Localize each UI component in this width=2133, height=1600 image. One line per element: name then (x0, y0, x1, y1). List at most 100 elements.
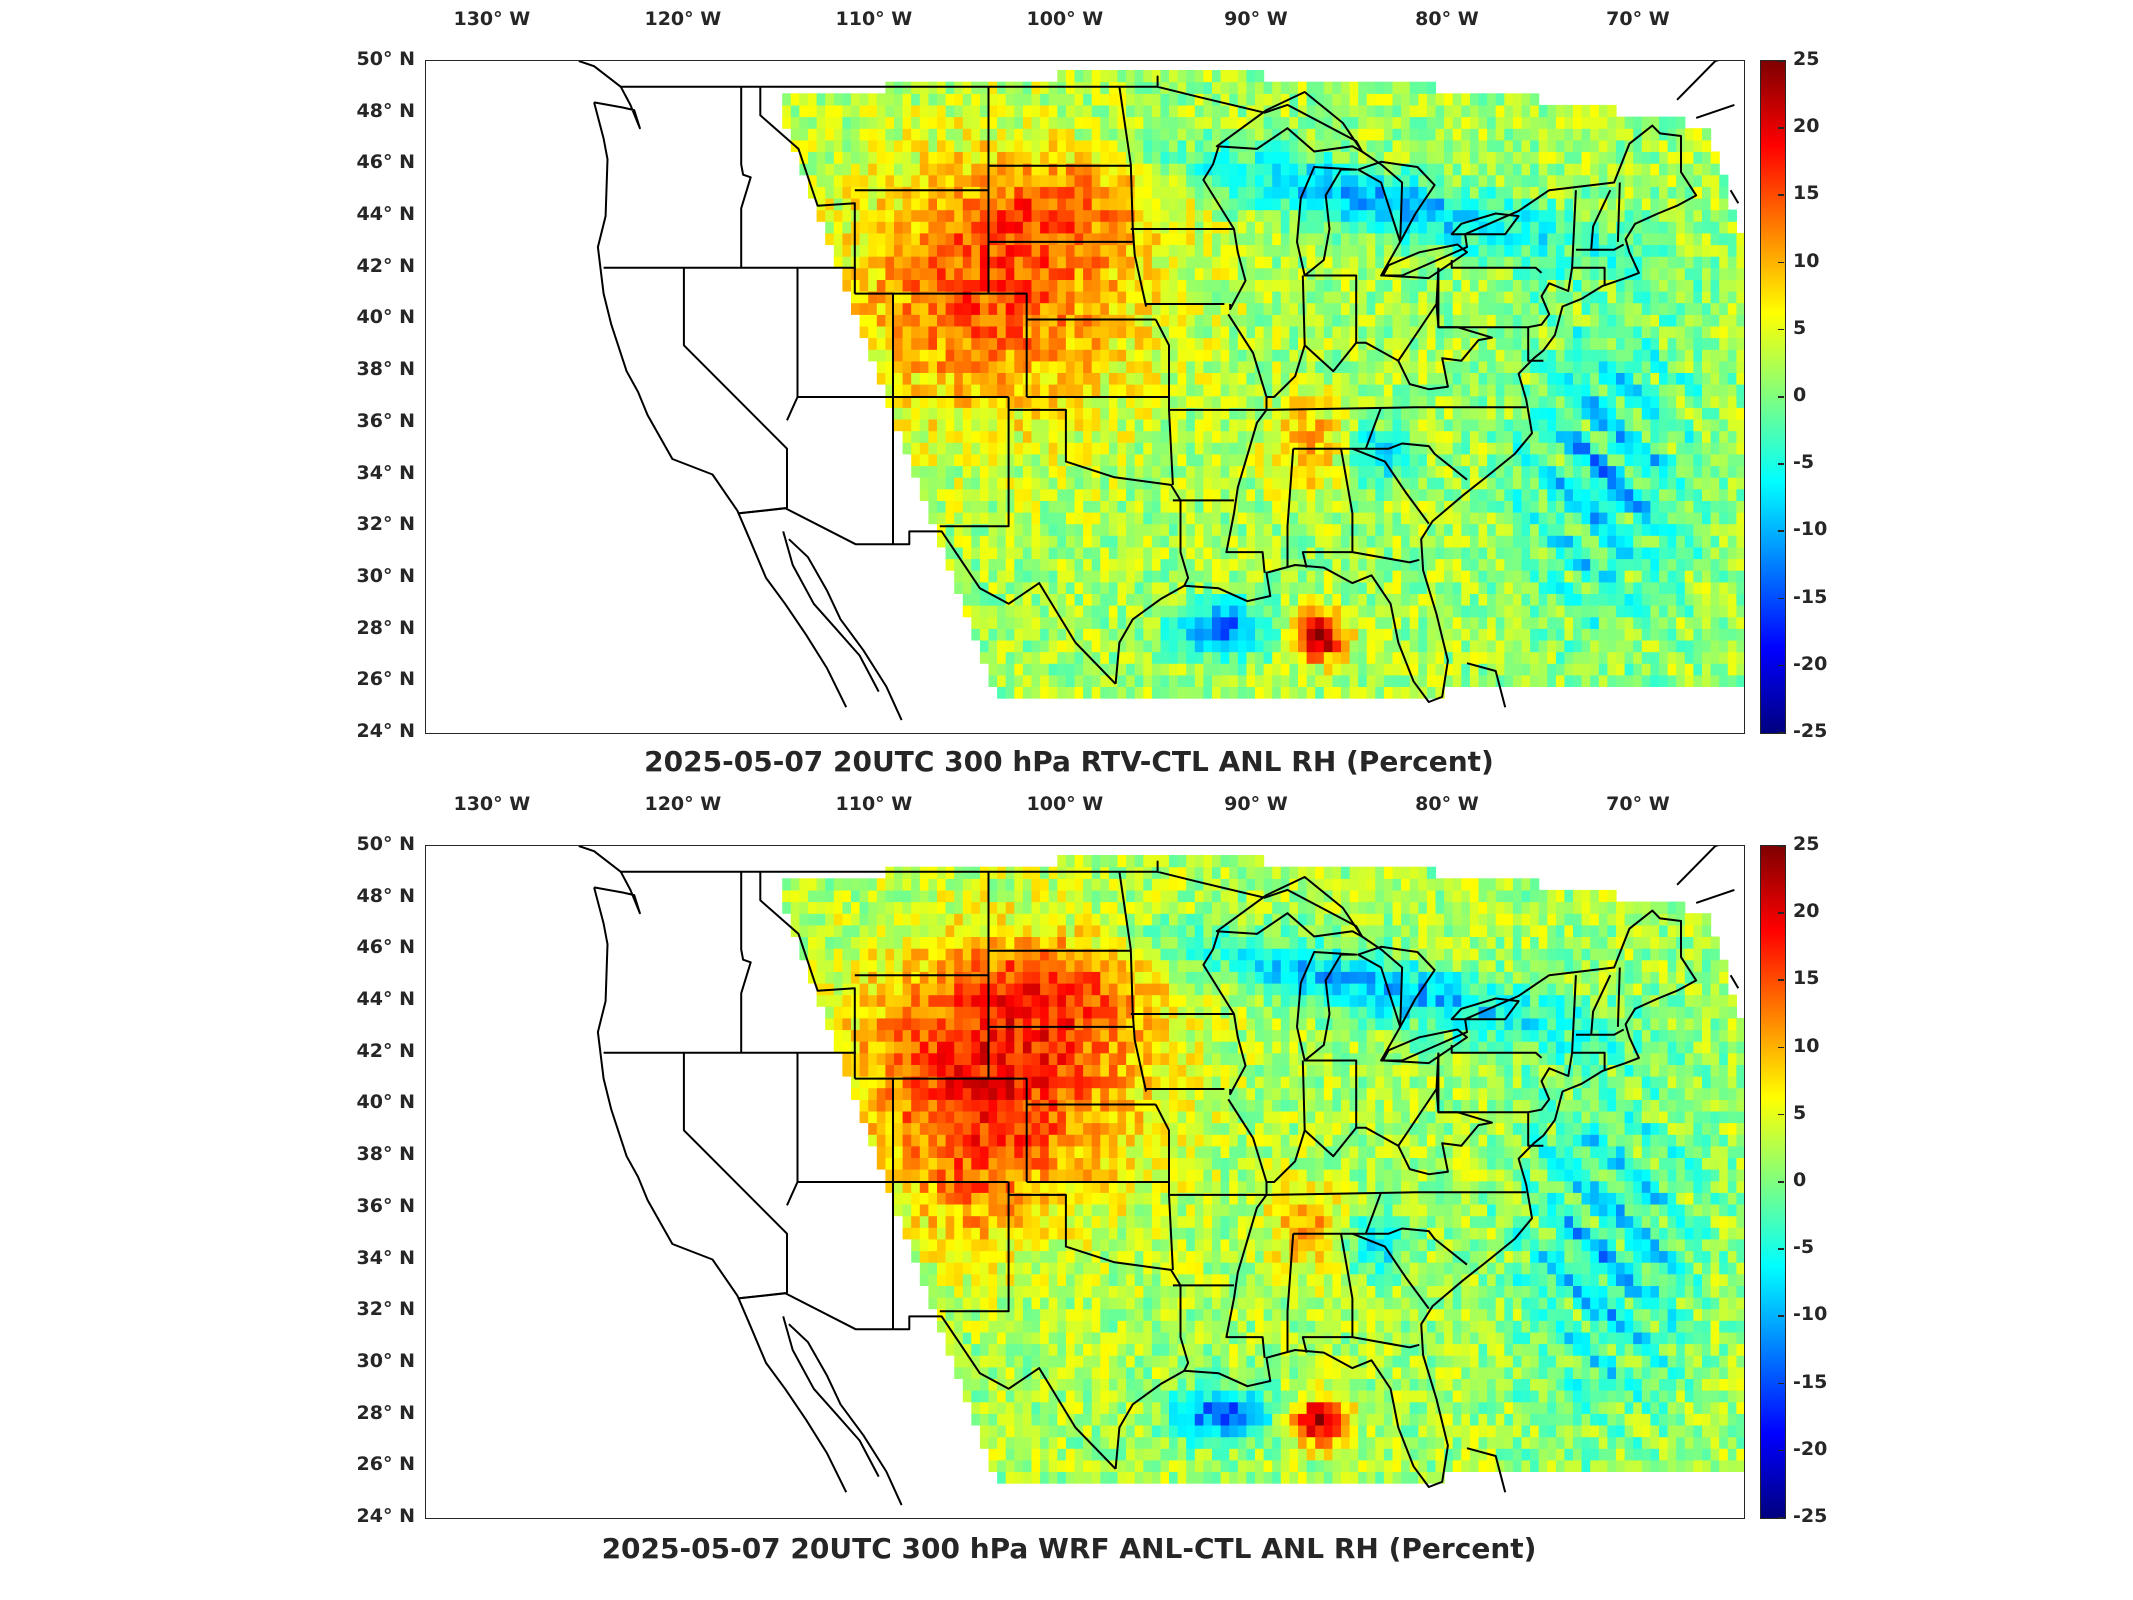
coastline (593, 75, 1698, 703)
lake-outline (1450, 212, 1520, 236)
longitude-tick-label: 110° W (835, 8, 913, 30)
latitude-tick-label: 50° N (356, 48, 415, 70)
longitude-tick-label: 70° W (1606, 793, 1670, 815)
latitude-tick-label: 24° N (356, 720, 415, 742)
state-border (740, 871, 752, 1053)
colorbar-tick-mark (1778, 396, 1784, 398)
country-border (739, 1292, 788, 1300)
boundaries (578, 846, 1740, 1506)
lake-outline (1296, 951, 1358, 1062)
colorbar-tick-label: -10 (1793, 1303, 1828, 1326)
state-border (1450, 260, 1543, 274)
latitude-tick-label: 44° N (356, 203, 415, 226)
latitude-tick-label: 38° N (356, 1143, 415, 1166)
state-border (939, 397, 1010, 528)
colorbar-tick-label: -15 (1793, 1370, 1828, 1393)
latitude-tick-label: 40° N (356, 1091, 415, 1114)
latitude-tick-label: 34° N (356, 461, 415, 484)
state-border (939, 1182, 1010, 1313)
state-border (1437, 975, 1577, 1114)
longitude-tick-label: 70° W (1606, 8, 1670, 30)
coastline (1676, 61, 1720, 101)
colorbar-tick-label: -5 (1793, 451, 1815, 474)
state-border (1266, 406, 1527, 411)
latitude-tick-label: 34° N (356, 1246, 415, 1269)
colorbar-tick-mark (1778, 732, 1784, 734)
state-border (786, 267, 799, 421)
colorbar-tick-mark (1778, 979, 1784, 981)
latitude-tick-label: 28° N (356, 1401, 415, 1424)
colorbar-tick-mark (1778, 530, 1784, 532)
colorbar-tick-label: -25 (1793, 1505, 1828, 1527)
coastline (1466, 1447, 1507, 1493)
colorbar-tick-label: 25 (1793, 48, 1820, 70)
colorbar-tick-mark (1778, 664, 1784, 667)
colorbar-tick-mark (1778, 194, 1784, 196)
coastline (782, 1316, 880, 1478)
map-panel-rtv: 130° W 120° W 110° W 100° W 90° W 80° W 70° W 5… (0, 0, 2133, 790)
country-border (739, 507, 1117, 685)
colorbar-tick-mark (1778, 1113, 1784, 1116)
colorbar-tick-mark (1778, 1517, 1784, 1519)
latitude-tick-label: 42° N (356, 1039, 415, 1062)
state-border (1575, 243, 1625, 251)
latitude-tick-label: 46° N (356, 936, 415, 959)
colorbar-tick-label: 25 (1793, 833, 1820, 855)
lake-outline (1382, 1028, 1468, 1065)
colorbar-tick-mark (1778, 912, 1784, 914)
latitude-tick-label: 32° N (356, 513, 415, 536)
state-border (1304, 342, 1357, 373)
colorbar-tick-label: 10 (1793, 1034, 1820, 1057)
colorbar-tick-mark (1778, 127, 1784, 129)
latitude-tick-label: 48° N (356, 99, 415, 122)
state-border (1225, 1098, 1268, 1358)
state-border (1364, 406, 1383, 450)
panel-title: 2025-05-07 20UTC 300 hPa WRF ANL-CTL ANL… (601, 1532, 1537, 1565)
state-border (1616, 182, 1621, 242)
state-border (682, 1052, 788, 1294)
latitude-tick-label: 30° N (356, 1349, 415, 1372)
coastline (788, 1323, 903, 1506)
state-border (1202, 145, 1247, 311)
colorbar-tick-label: 20 (1793, 900, 1820, 923)
state-border (1437, 190, 1577, 329)
panel-title: 2025-05-07 20UTC 300 hPa RTV-CTL ANL RH … (644, 745, 1494, 778)
colorbar-tick-mark (1778, 1315, 1784, 1317)
coastline (1729, 189, 1740, 204)
latitude-tick-label: 36° N (356, 409, 415, 432)
colorbar-tick-label: 0 (1793, 384, 1807, 406)
state-border (1154, 1104, 1174, 1270)
colorbar-tick-mark (1778, 845, 1784, 847)
state-border (1352, 551, 1420, 564)
map-panel-wrf: 130° W 120° W 110° W 100° W 90° W 80° W 70° W 5… (0, 790, 2133, 1600)
colorbar-tick-label: -15 (1793, 585, 1828, 608)
state-border (1202, 930, 1247, 1096)
state-border (1225, 313, 1268, 573)
state-border (1008, 1193, 1190, 1372)
coastline (578, 61, 622, 88)
map-plot-area (425, 60, 1745, 734)
colorbar-tick-mark (1778, 1181, 1784, 1183)
state-border (1527, 1112, 1544, 1147)
boundaries (578, 61, 1740, 721)
latitude-tick-label: 50° N (356, 833, 415, 855)
lake-outline (1382, 243, 1468, 280)
latitude-tick-label: 26° N (356, 668, 415, 691)
longitude-tick-label: 130° W (453, 793, 531, 815)
latitude-tick-label: 44° N (356, 988, 415, 1011)
longitude-tick-label: 120° W (644, 793, 722, 815)
state-border (1364, 1191, 1383, 1235)
state-border (1266, 275, 1306, 398)
state-border (1286, 448, 1295, 568)
rh-field (782, 70, 1744, 699)
state-border (1154, 319, 1174, 485)
colorbar-tick-label: -10 (1793, 518, 1828, 541)
latitude-tick-label: 26° N (356, 1453, 415, 1476)
lake-outline (1215, 91, 1363, 153)
coastline (1466, 662, 1507, 708)
longitude-tick-label: 130° W (453, 8, 531, 30)
state-border (1450, 1045, 1543, 1059)
colorbar-tick-label: 15 (1793, 182, 1820, 205)
coastline (1729, 974, 1740, 989)
coastline (1695, 103, 1735, 119)
